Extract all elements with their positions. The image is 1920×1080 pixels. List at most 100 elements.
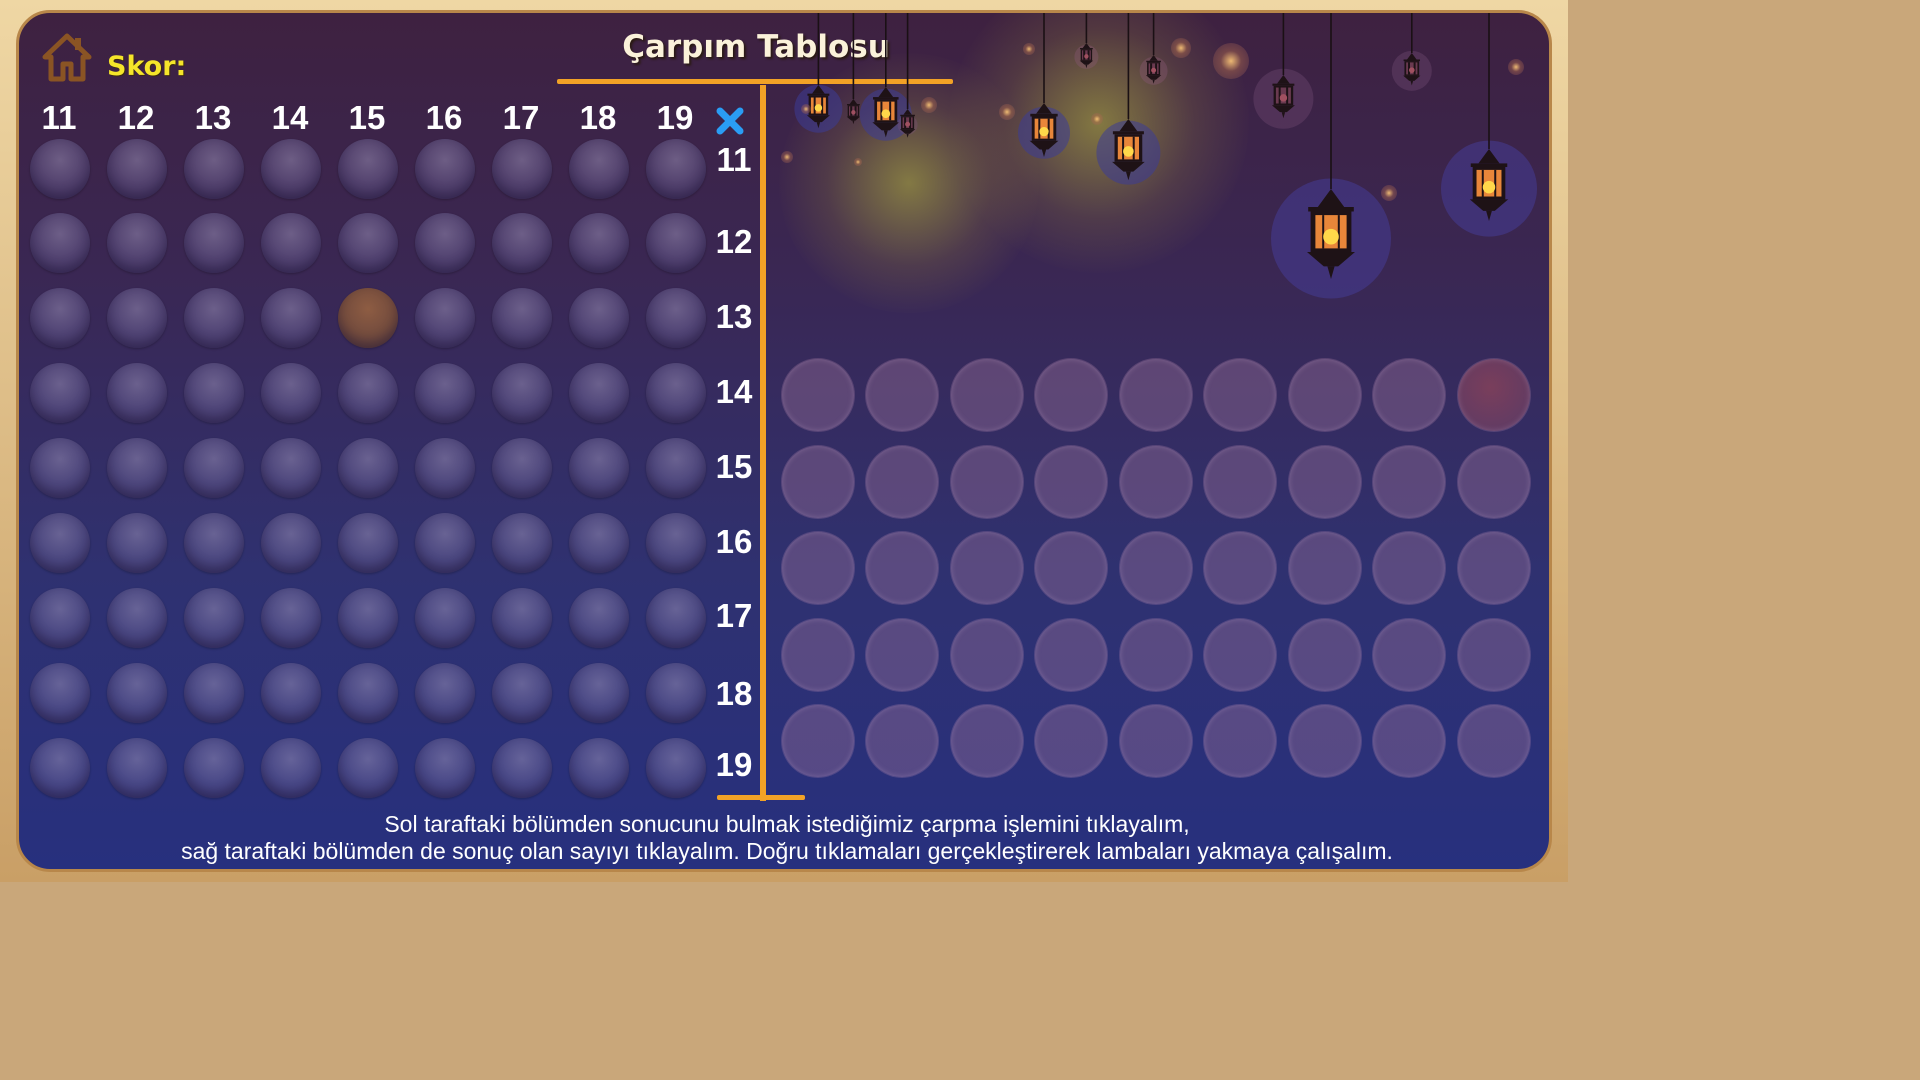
- product-cell-11x18[interactable]: [569, 139, 629, 199]
- answer-cell[interactable]: [1373, 705, 1445, 777]
- answer-cell[interactable]: [1035, 532, 1107, 604]
- product-cell-16x13[interactable]: [184, 513, 244, 573]
- product-cell-15x15[interactable]: [338, 438, 398, 498]
- answer-cell[interactable]: [1035, 619, 1107, 691]
- product-cell-18x18[interactable]: [569, 663, 629, 723]
- answer-cell[interactable]: [866, 532, 938, 604]
- product-cell-19x14[interactable]: [261, 738, 321, 798]
- product-cell-16x11[interactable]: [30, 513, 90, 573]
- product-cell-15x12[interactable]: [107, 438, 167, 498]
- product-cell-11x12[interactable]: [107, 139, 167, 199]
- answer-cell[interactable]: [1204, 532, 1276, 604]
- product-cell-17x15[interactable]: [338, 588, 398, 648]
- product-cell-12x15[interactable]: [338, 213, 398, 273]
- product-cell-15x14[interactable]: [261, 438, 321, 498]
- product-cell-18x11[interactable]: [30, 663, 90, 723]
- product-cell-14x12[interactable]: [107, 363, 167, 423]
- product-cell-17x11[interactable]: [30, 588, 90, 648]
- product-cell-16x17[interactable]: [492, 513, 552, 573]
- product-cell-11x19[interactable]: [646, 139, 706, 199]
- answer-cell[interactable]: [1373, 359, 1445, 431]
- answer-cell[interactable]: [782, 446, 854, 518]
- answer-cell[interactable]: [1458, 619, 1530, 691]
- product-cell-16x18[interactable]: [569, 513, 629, 573]
- product-cell-13x18[interactable]: [569, 288, 629, 348]
- answer-cell[interactable]: [1289, 532, 1361, 604]
- answer-cell[interactable]: [1373, 446, 1445, 518]
- answer-cell[interactable]: [1120, 446, 1192, 518]
- product-cell-14x18[interactable]: [569, 363, 629, 423]
- product-cell-11x15[interactable]: [338, 139, 398, 199]
- product-cell-15x11[interactable]: [30, 438, 90, 498]
- product-cell-17x18[interactable]: [569, 588, 629, 648]
- product-cell-18x17[interactable]: [492, 663, 552, 723]
- answer-cell[interactable]: [1204, 446, 1276, 518]
- product-cell-11x17[interactable]: [492, 139, 552, 199]
- answer-cell[interactable]: [1289, 619, 1361, 691]
- product-cell-19x17[interactable]: [492, 738, 552, 798]
- product-cell-11x13[interactable]: [184, 139, 244, 199]
- product-cell-17x16[interactable]: [415, 588, 475, 648]
- product-cell-13x13[interactable]: [184, 288, 244, 348]
- answer-cell[interactable]: [866, 446, 938, 518]
- product-cell-18x19[interactable]: [646, 663, 706, 723]
- answer-cell[interactable]: [1204, 359, 1276, 431]
- product-cell-12x16[interactable]: [415, 213, 475, 273]
- product-cell-11x14[interactable]: [261, 139, 321, 199]
- product-cell-15x19[interactable]: [646, 438, 706, 498]
- product-cell-14x14[interactable]: [261, 363, 321, 423]
- answer-cell[interactable]: [866, 705, 938, 777]
- product-cell-19x15[interactable]: [338, 738, 398, 798]
- product-cell-18x15[interactable]: [338, 663, 398, 723]
- product-cell-11x11[interactable]: [30, 139, 90, 199]
- answer-cell[interactable]: [782, 619, 854, 691]
- answer-cell[interactable]: [866, 359, 938, 431]
- product-cell-17x12[interactable]: [107, 588, 167, 648]
- product-cell-12x13[interactable]: [184, 213, 244, 273]
- product-cell-14x17[interactable]: [492, 363, 552, 423]
- product-cell-12x14[interactable]: [261, 213, 321, 273]
- answer-cell[interactable]: [1035, 359, 1107, 431]
- product-cell-12x17[interactable]: [492, 213, 552, 273]
- product-cell-17x14[interactable]: [261, 588, 321, 648]
- product-cell-13x11[interactable]: [30, 288, 90, 348]
- product-cell-19x19[interactable]: [646, 738, 706, 798]
- product-cell-15x13[interactable]: [184, 438, 244, 498]
- product-cell-18x13[interactable]: [184, 663, 244, 723]
- answer-cell[interactable]: [1120, 532, 1192, 604]
- product-cell-13x16[interactable]: [415, 288, 475, 348]
- product-cell-18x16[interactable]: [415, 663, 475, 723]
- product-cell-19x18[interactable]: [569, 738, 629, 798]
- answer-cell[interactable]: [1120, 619, 1192, 691]
- product-cell-16x16[interactable]: [415, 513, 475, 573]
- product-cell-17x17[interactable]: [492, 588, 552, 648]
- product-cell-18x14[interactable]: [261, 663, 321, 723]
- answer-cell[interactable]: [951, 705, 1023, 777]
- answer-cell[interactable]: [951, 619, 1023, 691]
- product-cell-16x12[interactable]: [107, 513, 167, 573]
- answer-cell[interactable]: [1458, 446, 1530, 518]
- answer-cell[interactable]: [1289, 359, 1361, 431]
- product-cell-19x16[interactable]: [415, 738, 475, 798]
- answer-cell[interactable]: [1204, 705, 1276, 777]
- answer-cell[interactable]: [1120, 359, 1192, 431]
- answer-cell[interactable]: [951, 359, 1023, 431]
- product-cell-17x13[interactable]: [184, 588, 244, 648]
- product-cell-16x19[interactable]: [646, 513, 706, 573]
- answer-cell[interactable]: [1289, 446, 1361, 518]
- answer-cell[interactable]: [1289, 705, 1361, 777]
- answer-cell[interactable]: [1120, 705, 1192, 777]
- product-cell-15x18[interactable]: [569, 438, 629, 498]
- product-cell-19x11[interactable]: [30, 738, 90, 798]
- answer-cell[interactable]: [782, 532, 854, 604]
- product-cell-13x14[interactable]: [261, 288, 321, 348]
- product-cell-14x11[interactable]: [30, 363, 90, 423]
- product-cell-14x15[interactable]: [338, 363, 398, 423]
- answer-cell[interactable]: [1458, 705, 1530, 777]
- product-cell-12x12[interactable]: [107, 213, 167, 273]
- product-cell-14x16[interactable]: [415, 363, 475, 423]
- product-cell-12x18[interactable]: [569, 213, 629, 273]
- product-cell-15x17[interactable]: [492, 438, 552, 498]
- answer-cell[interactable]: [1373, 532, 1445, 604]
- answer-cell[interactable]: [782, 359, 854, 431]
